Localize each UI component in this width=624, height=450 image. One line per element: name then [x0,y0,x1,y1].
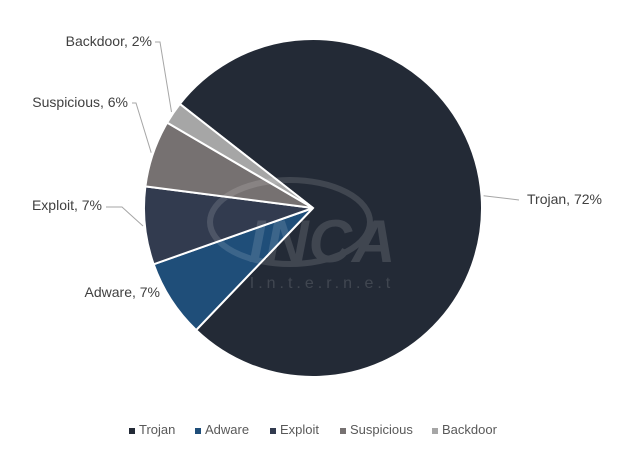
leader-line-backdoor [155,41,172,113]
legend-label-suspicious: Suspicious [350,422,413,437]
legend-swatch-adware [195,428,201,434]
legend-label-backdoor: Backdoor [442,422,498,437]
legend-label-adware: Adware [205,422,249,437]
legend-item-backdoor: Backdoor [432,422,498,437]
legend-label-trojan: Trojan [139,422,175,437]
legend-swatch-exploit [270,428,276,434]
data-label-exploit: Exploit, 7% [32,197,102,213]
data-label-trojan: Trojan, 72% [527,191,602,207]
leader-lines [106,41,520,227]
inca-watermark-logo: INCA I.n.t.e.r.n.e.t [207,177,396,292]
legend-item-exploit: Exploit [270,422,319,437]
leader-line-trojan [483,195,520,201]
data-label-adware: Adware, 7% [85,284,160,300]
legend-swatch-trojan [129,428,135,434]
pie-slice-backdoor [165,102,314,209]
legend-swatch-backdoor [432,428,438,434]
pie-slices [143,38,483,378]
legend: Trojan Adware Exploit Suspicious Backdoor [129,422,498,437]
data-label-backdoor: Backdoor, 2% [66,33,152,49]
watermark-subtitle: I.n.t.e.r.n.e.t [250,275,395,292]
legend-label-exploit: Exploit [280,422,319,437]
legend-item-suspicious: Suspicious [340,422,413,437]
data-labels: Trojan, 72% Adware, 7% Exploit, 7% Suspicio… [32,33,602,300]
data-label-suspicious: Suspicious, 6% [32,94,128,110]
watermark-swoosh [207,177,373,267]
legend-swatch-suspicious [340,428,346,434]
pie-slice-trojan [178,38,483,378]
legend-item-adware: Adware [195,422,249,437]
legend-item-trojan: Trojan [129,422,175,437]
watermark-brand: INCA [249,208,396,275]
leader-line-exploit [106,206,144,227]
leader-line-suspicious [132,102,152,153]
